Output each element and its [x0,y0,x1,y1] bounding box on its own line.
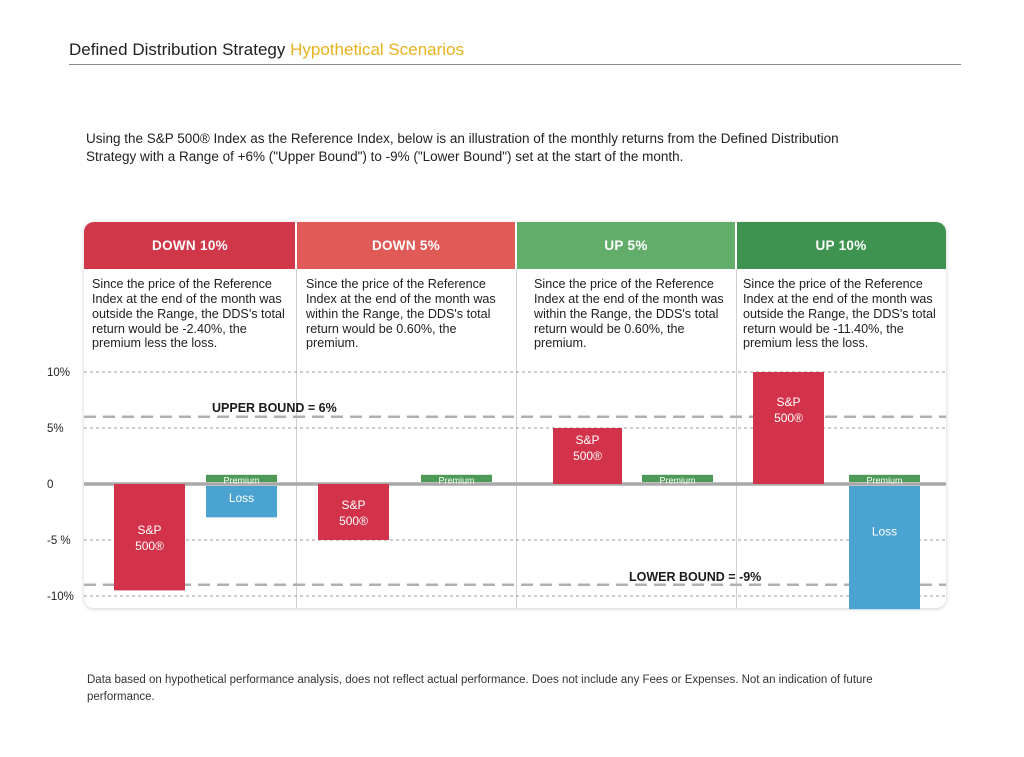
loss-bar-label: Loss [872,524,897,538]
lower-bound-label: LOWER BOUND = -9% [629,570,761,584]
sp500-bar-label: S&P [137,523,161,537]
column-divider-line [296,269,297,608]
scenario-description-down-5: Since the price of the Reference Index a… [306,277,496,351]
scenario-header-up-5: UP 5% [516,222,736,269]
sp500-bar [114,484,185,591]
sp500-bar-label: 500® [774,411,803,425]
scenario-description-up-10: Since the price of the Reference Index a… [743,277,936,351]
sp500-bar [318,484,389,540]
page-header: Defined Distribution Strategy Hypothetic… [69,40,961,65]
upper-bound-label: UPPER BOUND = 6% [212,401,337,415]
premium-bar [642,474,713,482]
premium-bar [206,474,277,482]
intro-paragraph: Using the S&P 500® Index as the Referenc… [86,131,839,165]
sp500-bar-label: S&P [575,433,599,447]
loss-bar-label: Loss [229,491,254,505]
y-tick-label: -10% [47,591,74,603]
scenario-header-down-5: DOWN 5% [296,222,516,269]
sp500-bar-label: S&P [776,395,800,409]
sp500-bar-label: 500® [573,449,602,463]
column-divider-line [736,269,737,608]
loss-bar [206,486,277,518]
sp500-bar [553,428,622,484]
y-tick-label: -5 % [47,535,71,547]
premium-bar-label: Premium [438,475,474,485]
scenario-description-down-10: Since the price of the Reference Index a… [92,277,285,351]
scenario-header-row: DOWN 10% DOWN 5% UP 5% UP 10% [84,222,946,269]
column-divider-line [516,269,517,608]
y-tick-label: 0 [47,479,53,491]
sp500-bar-label: 500® [339,514,368,528]
scenario-panel: DOWN 10% DOWN 5% UP 5% UP 10% Since the … [84,222,946,608]
premium-bar [421,474,492,482]
premium-bar-label: Premium [866,475,902,485]
header-title-highlight: Hypothetical Scenarios [290,40,464,59]
premium-bar [849,474,920,482]
loss-bar [849,486,920,610]
y-tick-label: 5% [47,423,64,435]
y-tick-label: 10% [47,367,70,379]
footnote: Data based on hypothetical performance a… [87,674,873,703]
scenario-header-down-10: DOWN 10% [84,222,296,269]
scenario-description-up-5: Since the price of the Reference Index a… [534,277,724,351]
premium-bar-label: Premium [659,475,695,485]
sp500-bar [753,372,824,484]
premium-bar-label: Premium [223,475,259,485]
sp500-bar-label: 500® [135,539,164,553]
sp500-bar-label: S&P [341,498,365,512]
header-title-main: Defined Distribution Strategy [69,40,286,59]
scenario-header-up-10: UP 10% [736,222,946,269]
